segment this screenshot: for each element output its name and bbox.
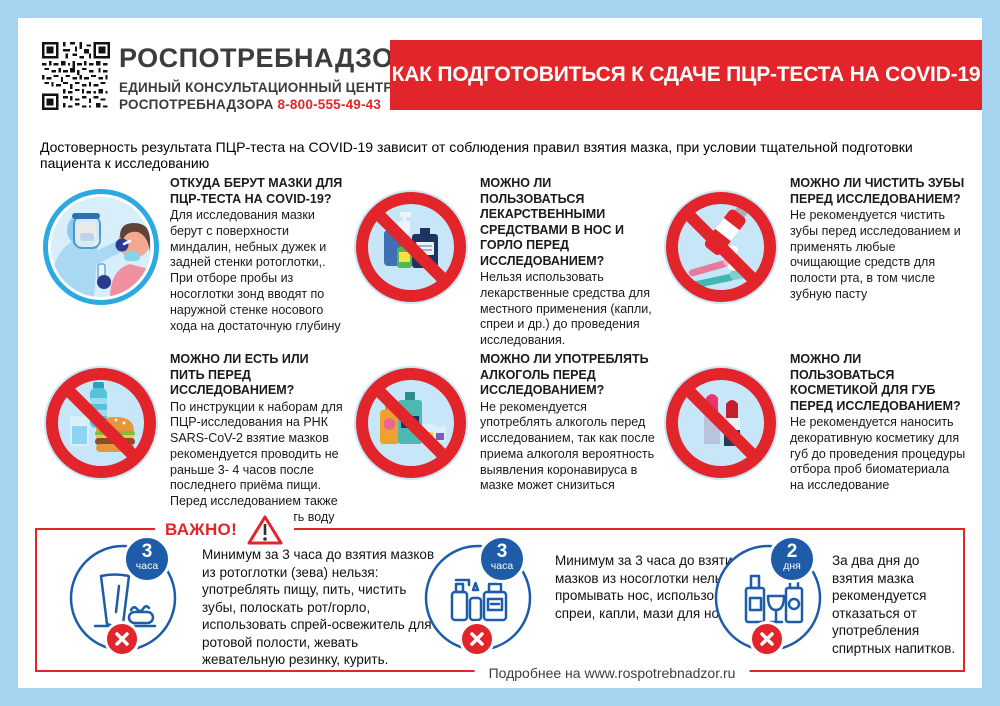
org-subtitle-line2-text: РОСПОТРЕБНАДЗОРА xyxy=(119,97,274,112)
faq-item-no-food-drink: МОЖНО ЛИ ЕСТЬ ИЛИ ПИТЬ ПЕРЕД ИССЛЕДОВАНИ… xyxy=(40,348,348,524)
important-label: ВАЖНО! xyxy=(155,514,295,546)
faq-item-swab-source: ОТКУДА БЕРУТ МАЗКИ ДЛЯ ПЦР-ТЕСТА НА COVI… xyxy=(40,172,348,340)
faq-body: Не рекомендуется наносить декоративную к… xyxy=(790,415,966,493)
no-teeth-brushing-icon xyxy=(660,186,782,308)
time-badge-value: 3 xyxy=(496,541,508,562)
faq-body: По инструкции к наборам для ПЦР-исследов… xyxy=(170,399,343,525)
x-icon xyxy=(104,621,140,657)
important-box: ВАЖНО! 3 часа xyxy=(35,514,965,681)
faq-body: Для исследования мазки берут с поверхнос… xyxy=(170,208,341,333)
poster-sheet: РОСПОТРЕБНАДЗОР ЕДИНЫЙ КОНСУЛЬТАЦИОННЫЙ … xyxy=(18,18,982,688)
faq-title: МОЖНО ЛИ ЧИСТИТЬ ЗУБЫ ПЕРЕД ИССЛЕДОВАНИЕ… xyxy=(790,176,965,206)
warning-triangle-icon xyxy=(247,515,283,545)
faq-title: МОЖНО ЛИ ЕСТЬ ИЛИ ПИТЬ ПЕРЕД ИССЛЕДОВАНИ… xyxy=(170,352,309,397)
x-icon xyxy=(749,621,785,657)
qr-code-icon xyxy=(42,42,110,110)
time-badge-value: 3 xyxy=(141,541,153,562)
faq-text-block: МОЖНО ЛИ ЕСТЬ ИЛИ ПИТЬ ПЕРЕД ИССЛЕДОВАНИ… xyxy=(170,352,346,526)
faq-text-block: МОЖНО ЛИ УПОТРЕБЛЯТЬ АЛКОГОЛЬ ПЕРЕД ИССЛ… xyxy=(480,352,656,494)
faq-item-no-alcohol: МОЖНО ЛИ УПОТРЕБЛЯТЬ АЛКОГОЛЬ ПЕРЕД ИССЛ… xyxy=(350,348,658,516)
faq-text-block: МОЖНО ЛИ ПОЛЬЗОВАТЬСЯ КОСМЕТИКОЙ ДЛЯ ГУБ… xyxy=(790,352,966,494)
faq-body: Не рекомендуется чистить зубы перед иссл… xyxy=(790,208,961,301)
org-subtitle-line2: РОСПОТРЕБНАДЗОРА 8-800-555-49-43 xyxy=(119,96,412,113)
important-text: Минимум за 3 часа до взятия мазков из но… xyxy=(555,553,742,621)
faq-text-block: ОТКУДА БЕРУТ МАЗКИ ДЛЯ ПЦР-ТЕСТА НА COVI… xyxy=(170,176,346,334)
time-badge: 3 часа xyxy=(478,535,526,583)
no-lip-cosmetics-icon xyxy=(660,362,782,484)
faq-text-block: МОЖНО ЛИ ПОЛЬЗОВАТЬСЯ ЛЕКАРСТВЕННЫМИ СРЕ… xyxy=(480,176,656,349)
time-badge-unit: дня xyxy=(783,560,801,572)
intro-text: Достоверность результата ПЦР-теста на CO… xyxy=(40,139,913,171)
important-label-text: ВАЖНО! xyxy=(165,520,238,539)
time-badge-unit: часа xyxy=(490,560,514,572)
more-info-link[interactable]: Подробнее на www.rospotrebnadzor.ru xyxy=(474,665,750,681)
hotline-phone[interactable]: 8-800-555-49-43 xyxy=(277,97,382,112)
no-nose-throat-medications-icon xyxy=(350,186,472,308)
poster-title: КАК ПОДГОТОВИТЬСЯ К СДАЧЕ ПЦР-ТЕСТА НА C… xyxy=(391,63,981,86)
faq-title: ОТКУДА БЕРУТ МАЗКИ ДЛЯ ПЦР-ТЕСТА НА COVI… xyxy=(170,176,343,206)
faq-title: МОЖНО ЛИ ПОЛЬЗОВАТЬСЯ КОСМЕТИКОЙ ДЛЯ ГУБ… xyxy=(790,352,961,413)
header-block: РОСПОТРЕБНАДЗОР ЕДИНЫЙ КОНСУЛЬТАЦИОННЫЙ … xyxy=(119,43,412,113)
important-text: Минимум за 3 часа до взятия мазков из ро… xyxy=(202,547,435,667)
faq-item-no-lip-cosmetics: МОЖНО ЛИ ПОЛЬЗОВАТЬСЯ КОСМЕТИКОЙ ДЛЯ ГУБ… xyxy=(660,348,968,516)
no-spirits-outline-icon: 2 дня xyxy=(712,535,824,657)
x-icon xyxy=(459,621,495,657)
time-badge: 2 дня xyxy=(768,535,816,583)
faq-text-block: МОЖНО ЛИ ЧИСТИТЬ ЗУБЫ ПЕРЕД ИССЛЕДОВАНИЕ… xyxy=(790,176,966,303)
time-badge-value: 2 xyxy=(786,541,798,562)
important-text: За два дня до взятия мазка рекомендуется… xyxy=(832,553,956,656)
title-banner: КАК ПОДГОТОВИТЬСЯ К СДАЧЕ ПЦР-ТЕСТА НА C… xyxy=(390,40,982,110)
faq-item-no-medications: МОЖНО ЛИ ПОЛЬЗОВАТЬСЯ ЛЕКАРСТВЕННЫМИ СРЕ… xyxy=(350,172,658,347)
faq-title: МОЖНО ЛИ УПОТРЕБЛЯТЬ АЛКОГОЛЬ ПЕРЕД ИССЛ… xyxy=(480,352,649,397)
faq-body: Нельзя использовать лекарственные средст… xyxy=(480,270,652,348)
faq-item-no-teeth-brushing: МОЖНО ЛИ ЧИСТИТЬ ЗУБЫ ПЕРЕД ИССЛЕДОВАНИЕ… xyxy=(660,172,968,340)
swab-collection-icon xyxy=(40,186,162,308)
faq-body: Не рекомендуется употреблять алкоголь пе… xyxy=(480,399,655,493)
no-alcohol-icon xyxy=(350,362,472,484)
org-subtitle-line1: ЕДИНЫЙ КОНСУЛЬТАЦИОННЫЙ ЦЕНТР xyxy=(119,80,393,95)
faq-title: МОЖНО ЛИ ПОЛЬЗОВАТЬСЯ ЛЕКАРСТВЕННЫМИ СРЕ… xyxy=(480,176,624,268)
time-badge-unit: часа xyxy=(135,560,159,572)
no-nasal-products-outline-icon: 3 часа xyxy=(422,535,534,657)
no-food-drink-icon xyxy=(40,362,162,484)
org-name: РОСПОТРЕБНАДЗОР xyxy=(119,43,413,73)
no-oral-intake-outline-icon: 3 часа xyxy=(67,535,179,657)
time-badge: 3 часа xyxy=(123,535,171,583)
